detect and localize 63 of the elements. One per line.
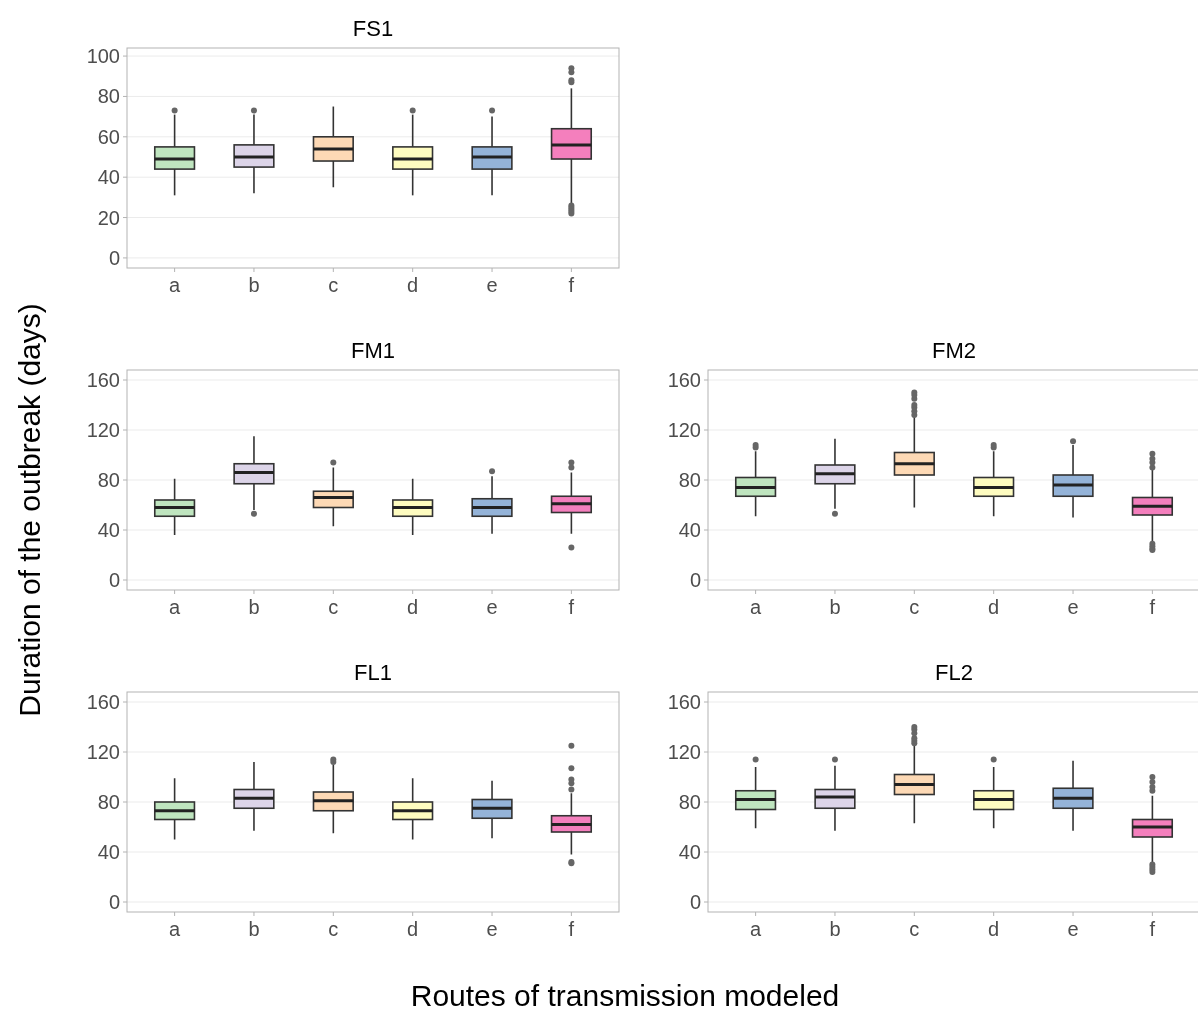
x-tick-label: d: [407, 274, 419, 296]
y-tick-label: 40: [678, 519, 701, 541]
x-tick-label: d: [407, 596, 419, 618]
y-tick-label: 0: [108, 246, 120, 269]
x-tick-label: f: [568, 274, 575, 296]
x-tick-label: f: [1149, 918, 1156, 940]
x-tick-label: e: [486, 274, 498, 296]
x-tick-label: c: [909, 596, 920, 618]
x-tick-label: f: [568, 596, 575, 618]
x-tick-label: f: [1149, 596, 1156, 618]
x-tick-label: b: [248, 918, 260, 940]
x-tick-label: a: [169, 596, 182, 618]
x-tick-label: c: [328, 596, 339, 618]
x-tick-label: e: [486, 596, 498, 618]
y-tick-label: 0: [689, 569, 701, 591]
y-tick-label: 80: [97, 85, 120, 108]
y-tick-label: 160: [86, 691, 120, 713]
x-tick-label: e: [486, 918, 498, 940]
chart-title: FL1: [354, 660, 392, 685]
x-tick-label: a: [169, 918, 182, 940]
y-tick-label: 80: [678, 791, 701, 813]
y-tick-label: 40: [97, 841, 120, 863]
y-tick-label: 100: [86, 45, 120, 68]
x-tick-label: e: [1067, 918, 1079, 940]
x-tick-label: a: [750, 596, 763, 618]
chart-title: FM1: [351, 338, 395, 363]
x-tick-label: f: [568, 918, 575, 940]
y-tick-label: 120: [86, 741, 120, 763]
x-tick-label: d: [407, 918, 419, 940]
x-tick-label: a: [169, 274, 182, 296]
y-tick-label: 0: [108, 569, 120, 591]
y-tick-label: 40: [97, 519, 120, 541]
x-tick-label: b: [829, 918, 841, 940]
x-tick-label: d: [988, 596, 1000, 618]
chart-title: FL2: [935, 660, 973, 685]
y-tick-label: 80: [678, 469, 701, 491]
x-tick-label: c: [909, 918, 920, 940]
y-tick-label: 160: [86, 369, 120, 391]
y-tick-label: 120: [667, 741, 701, 763]
y-tick-label: 160: [667, 369, 701, 391]
y-tick-label: 80: [97, 791, 120, 813]
y-tick-label: 80: [97, 469, 120, 491]
x-tick-label: b: [248, 596, 260, 618]
y-tick-label: 0: [108, 891, 120, 913]
chart-title: FM2: [932, 338, 976, 363]
y-tick-label: 40: [97, 166, 120, 189]
x-tick-label: c: [328, 274, 339, 296]
y-tick-label: 20: [97, 206, 120, 229]
x-tick-label: b: [248, 274, 260, 296]
x-tick-label: c: [328, 918, 339, 940]
y-tick-label: 60: [97, 125, 120, 148]
x-tick-label: a: [750, 918, 763, 940]
chart-title: FS1: [352, 16, 394, 41]
y-axis-title: Duration of the outbreak (days): [13, 303, 46, 717]
y-tick-label: 120: [86, 419, 120, 441]
y-tick-label: 160: [667, 691, 701, 713]
y-tick-label: 0: [689, 891, 701, 913]
y-tick-label: 40: [678, 841, 701, 863]
x-tick-label: d: [988, 918, 1000, 940]
x-tick-label: e: [1067, 596, 1079, 618]
y-tick-label: 120: [667, 419, 701, 441]
x-axis-title: Routes of transmission modeled: [410, 979, 840, 1011]
x-tick-label: b: [829, 596, 841, 618]
